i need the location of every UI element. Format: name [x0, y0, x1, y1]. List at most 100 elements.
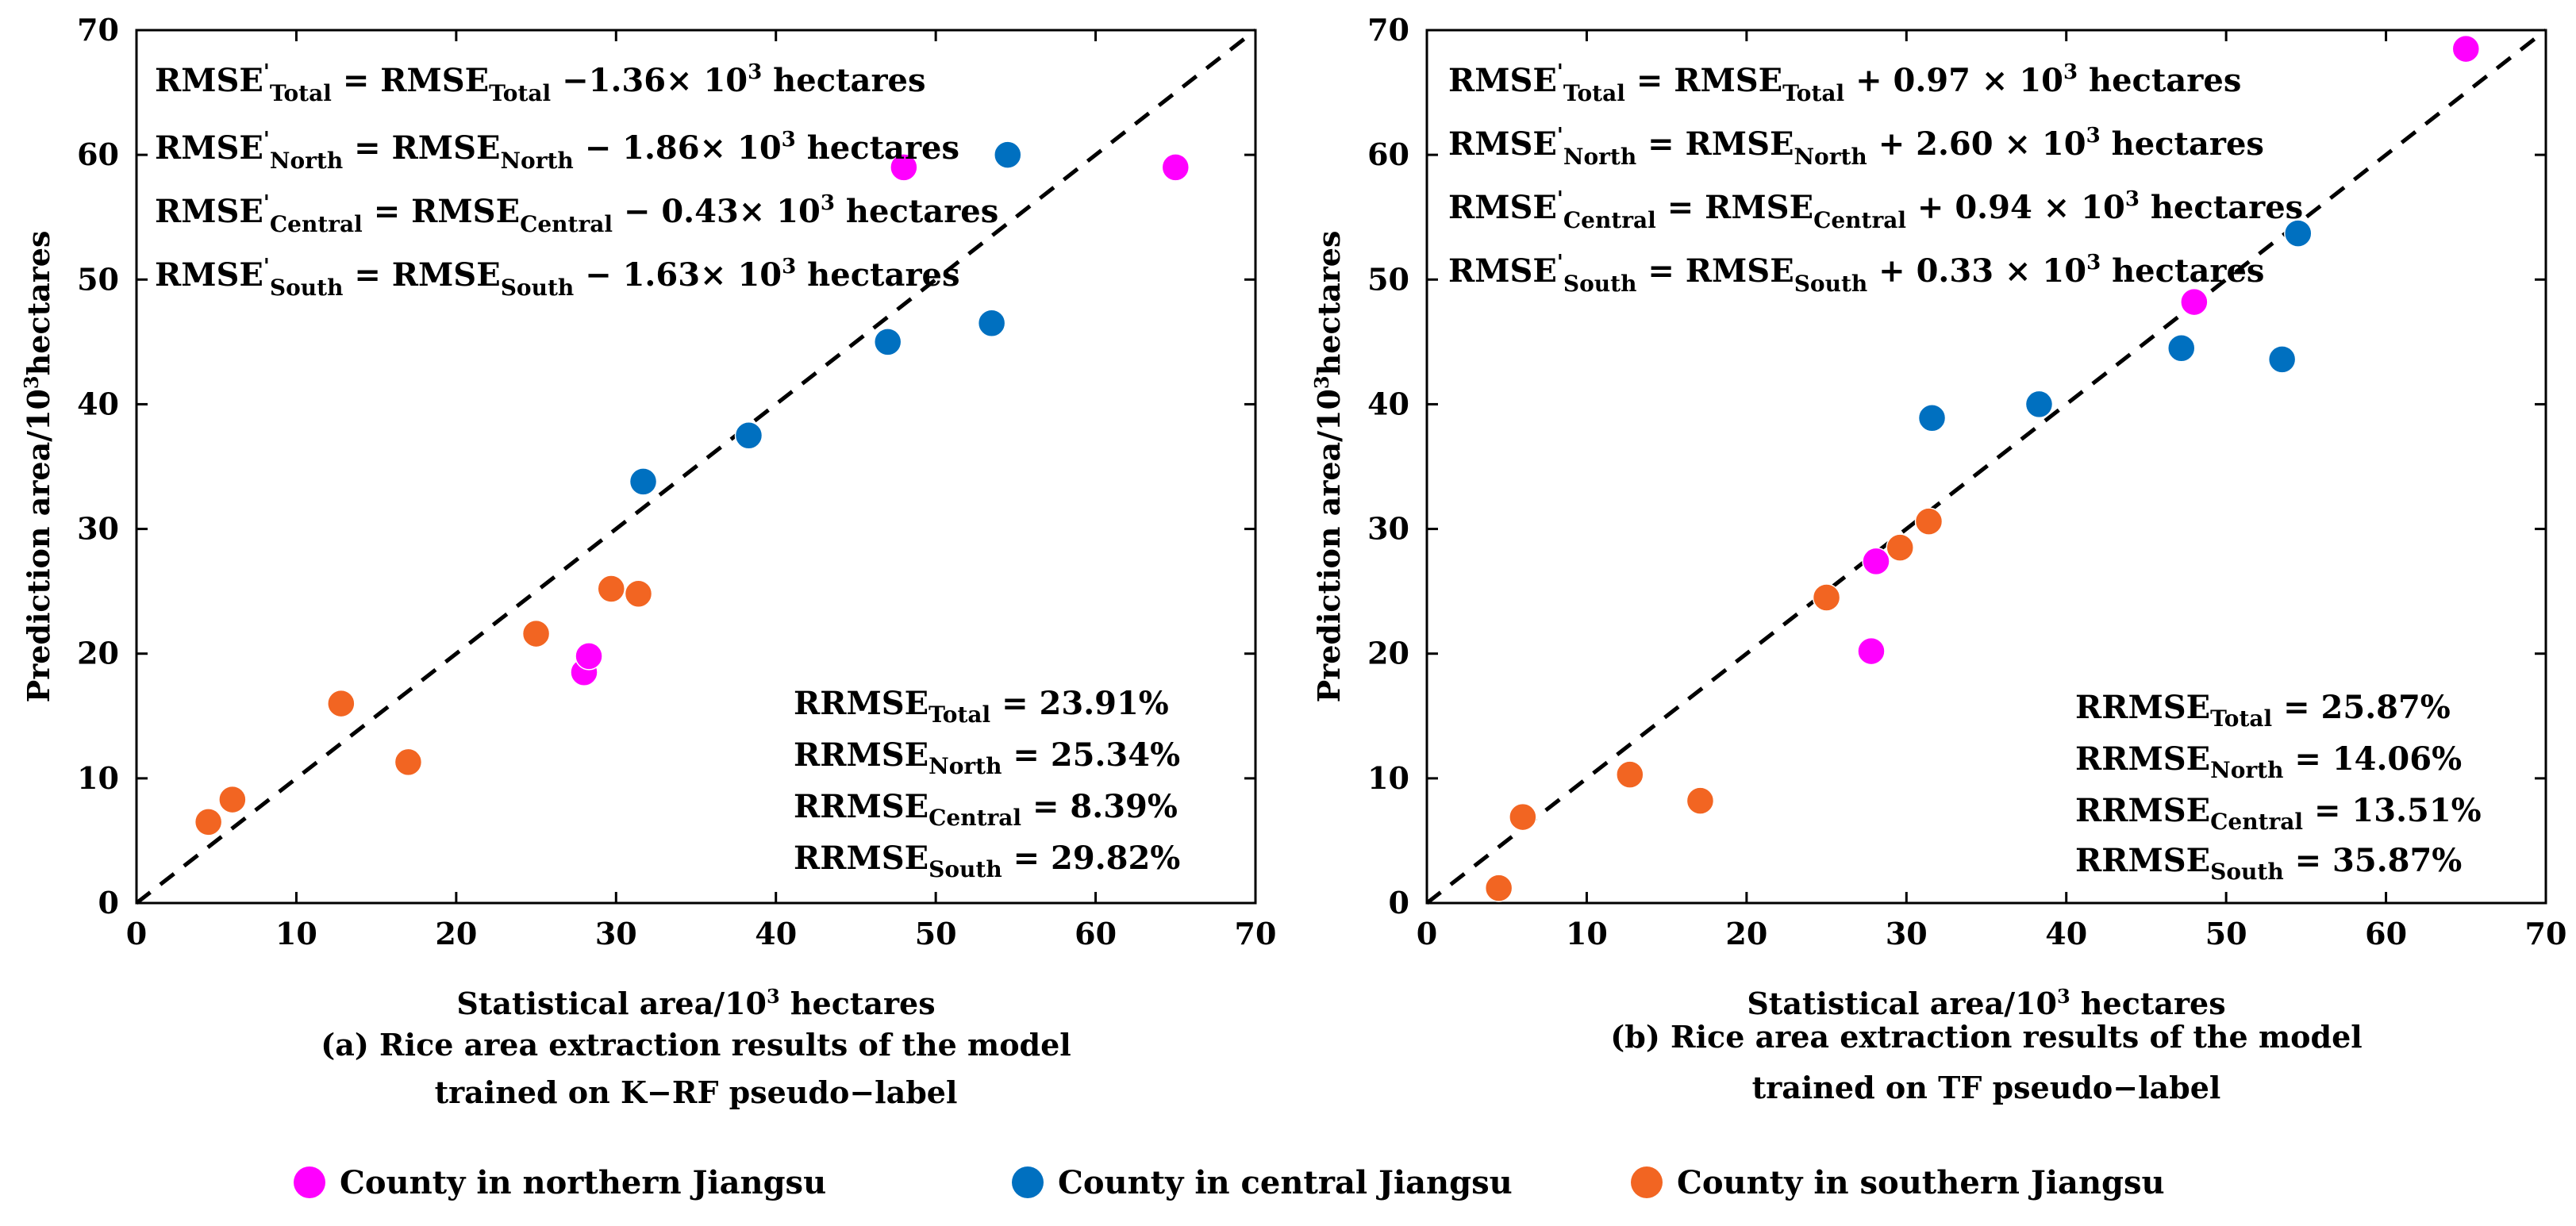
y-axis-label-rest: hectares — [1311, 231, 1347, 376]
rmse-sub: North — [500, 148, 573, 174]
rmse-sup: 3 — [821, 191, 835, 215]
rrmse-base: RRMSE — [2075, 740, 2210, 778]
data-point-county-in-southern-jiangsu — [194, 808, 223, 836]
data-point-county-in-southern-jiangsu — [624, 579, 653, 609]
rmse-tail: − 1.86× 10 — [574, 129, 782, 167]
y-axis-label: Prediction area/103hectares — [20, 231, 56, 703]
x-tick-label: 20 — [1725, 916, 1767, 951]
data-point-county-in-central-jiangsu — [2284, 219, 2313, 248]
rmse-mid: = RMSE — [1625, 62, 1782, 99]
rmse-tail: − 1.63× 10 — [574, 256, 782, 294]
y-tick-label: 70 — [1367, 12, 1409, 48]
rmse-end: hectares — [2101, 125, 2264, 163]
rrmse-base: RRMSE — [794, 840, 929, 877]
data-point-county-in-northern-jiangsu — [1857, 636, 1886, 666]
data-point-county-in-central-jiangsu — [2167, 333, 2196, 363]
rrmse-value: = 25.34% — [1002, 736, 1180, 774]
data-point-county-in-central-jiangsu — [873, 328, 902, 356]
rrmse-sub: Total — [929, 701, 990, 728]
panel-a: 0 10 20 30 40 50 60 70 0 10 20 30 40 50 60 70 Statistica… — [20, 12, 1276, 1110]
rmse-base: RMSE — [155, 62, 263, 99]
x-tick-label: 70 — [1235, 916, 1277, 951]
y-tick-label: 60 — [77, 136, 119, 172]
y-tick-label: 40 — [1367, 386, 1409, 421]
one-to-one-line — [135, 29, 1257, 905]
rmse-annotation: RMSE'Total = RMSETotal + 0.97 × 103 hect… — [1448, 60, 2241, 106]
rrmse-annotation: RRMSENorth = 25.34% — [794, 736, 1180, 779]
rrmse-annotation: RRMSESouth = 29.82% — [794, 840, 1180, 882]
rmse-annotation: RMSE'Central = RMSECentral + 0.94 × 103 … — [1448, 187, 2303, 233]
data-point-county-in-central-jiangsu — [2267, 345, 2297, 374]
rmse-sub: North — [270, 148, 343, 174]
data-point-county-in-central-jiangsu — [2024, 390, 2054, 419]
one-to-one-line — [1425, 29, 2547, 905]
y-tick-label: 10 — [1367, 760, 1409, 796]
legend-marker — [1012, 1166, 1044, 1198]
rmse-end: hectares — [835, 193, 998, 230]
x-tick-label: 40 — [755, 916, 797, 951]
rrmse-base: RRMSE — [2075, 792, 2210, 829]
rmse-annotation: RMSE'North = RMSENorth + 2.60 × 103 hect… — [1448, 124, 2264, 170]
x-tick-label: 50 — [915, 916, 957, 951]
rrmse-sub: South — [2210, 859, 2284, 885]
rmse-end: hectares — [796, 256, 959, 294]
data-point-county-in-northern-jiangsu — [575, 642, 603, 671]
y-tick-label: 30 — [1367, 511, 1409, 547]
panel-caption: trained on TF pseudo−label — [1752, 1070, 2221, 1105]
rmse-annotation: RMSE'South = RMSESouth − 1.63× 103 hecta… — [155, 255, 959, 301]
x-axis-label-main: Statistical area/10 — [456, 986, 767, 1021]
x-tick-label: 60 — [1075, 916, 1117, 951]
data-point-county-in-southern-jiangsu — [597, 575, 625, 603]
rmse-end: hectares — [2101, 252, 2264, 290]
rmse-sub: South — [1563, 271, 1637, 297]
rmse-end: hectares — [796, 129, 959, 167]
rrmse-base: RRMSE — [794, 788, 929, 825]
panel-b: 0 10 20 30 40 50 60 70 0 10 20 30 40 50 60 70 Statistica… — [1310, 12, 2566, 1105]
rmse-mid: = RMSE — [343, 256, 500, 294]
y-axis-label: Prediction area/103hectares — [1310, 231, 1347, 703]
data-point-county-in-northern-jiangsu — [1161, 153, 1190, 182]
data-point-county-in-central-jiangsu — [629, 467, 658, 496]
plot-frame — [135, 29, 1257, 905]
rrmse-annotation: RRMSETotal = 23.91% — [794, 685, 1169, 728]
x-tick-label: 50 — [2205, 916, 2247, 951]
y-tick-label: 40 — [77, 386, 119, 421]
rmse-end: hectares — [762, 62, 925, 99]
rrmse-value: = 13.51% — [2303, 792, 2482, 829]
rmse-sup: 3 — [2125, 187, 2140, 211]
rmse-sub: Total — [1782, 80, 1844, 106]
rrmse-sub: South — [929, 856, 1002, 882]
legend-marker — [294, 1166, 325, 1198]
x-axis-label-rest: hectares — [2070, 986, 2226, 1021]
y-tick-label: 0 — [98, 885, 119, 920]
rmse-sup: 3 — [2086, 251, 2101, 275]
rmse-sup: 3 — [2086, 124, 2101, 148]
rmse-mid: = RMSE — [1636, 252, 1794, 290]
rrmse-annotation: RRMSETotal = 25.87% — [2075, 689, 2451, 732]
data-point-county-in-southern-jiangsu — [1686, 786, 1715, 815]
x-tick-label: 30 — [595, 916, 637, 951]
rmse-tail: −1.36× 10 — [551, 62, 748, 99]
x-tick-label: 10 — [1566, 916, 1608, 951]
data-point-county-in-northern-jiangsu — [2180, 287, 2209, 317]
x-tick-label: 10 — [275, 916, 317, 951]
rrmse-sub: Total — [2210, 705, 2272, 732]
rrmse-annotation: RRMSENorth = 14.06% — [2075, 740, 2462, 783]
data-point-county-in-southern-jiangsu — [1914, 507, 1944, 536]
rmse-sup: 3 — [748, 60, 762, 84]
data-point-county-in-southern-jiangsu — [1616, 760, 1644, 789]
x-tick-label: 30 — [1886, 916, 1928, 951]
rrmse-base: RRMSE — [2075, 689, 2210, 726]
rmse-sub: Central — [270, 211, 363, 237]
y-axis-label-rest: hectares — [21, 231, 56, 376]
data-point-county-in-central-jiangsu — [734, 421, 763, 450]
rmse-end: hectares — [2140, 189, 2303, 226]
panel-caption: (b) Rice area extraction results of the … — [1610, 1019, 2362, 1055]
y-tick-label: 30 — [77, 511, 119, 547]
data-point-county-in-southern-jiangsu — [327, 689, 356, 718]
rrmse-base: RRMSE — [794, 685, 929, 722]
x-axis-label-main: Statistical area/10 — [1747, 986, 2057, 1021]
x-tick-label: 20 — [435, 916, 477, 951]
y-tick-label: 50 — [1367, 261, 1409, 297]
